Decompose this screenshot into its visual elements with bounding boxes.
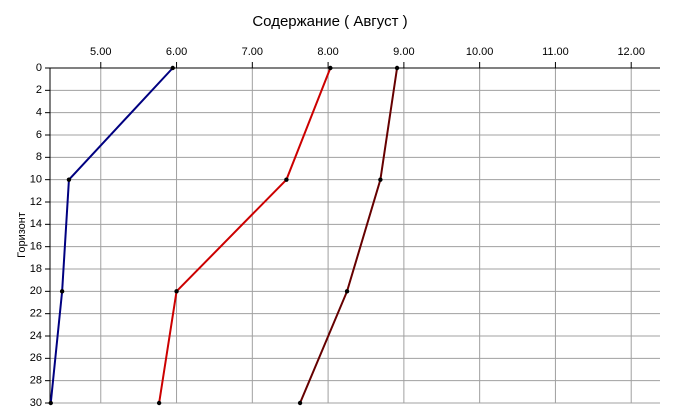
point xyxy=(394,65,400,71)
y-tick-label: 12 xyxy=(30,196,42,208)
y-tick-label: 6 xyxy=(36,129,42,141)
point xyxy=(378,177,383,182)
y-tick-label: 26 xyxy=(30,352,42,364)
y-tick-label: 24 xyxy=(30,330,42,342)
point xyxy=(174,289,179,294)
x-tick-label: 10.00 xyxy=(466,46,494,58)
series-line xyxy=(299,67,399,404)
x-tick-label: 5.00 xyxy=(90,46,111,58)
y-tick-label: 20 xyxy=(30,285,42,297)
x-tick-label: 12.00 xyxy=(617,46,645,58)
point xyxy=(344,289,350,294)
y-tick-label: 28 xyxy=(30,375,42,387)
point xyxy=(66,177,72,182)
plot-area xyxy=(50,68,660,403)
y-tick-label: 14 xyxy=(30,218,42,230)
x-tick-label: 7.00 xyxy=(242,46,263,58)
y-tick-label: 0 xyxy=(36,62,42,74)
y-tick-label: 16 xyxy=(30,241,42,253)
x-tick-label: 9.00 xyxy=(393,46,414,58)
series-line xyxy=(158,67,332,404)
y-tick-label: 10 xyxy=(30,174,42,186)
point xyxy=(170,65,175,71)
point xyxy=(59,289,65,294)
x-tick-label: 8.00 xyxy=(317,46,338,58)
series-line xyxy=(49,67,174,404)
y-axis-label: Горизонт xyxy=(16,212,28,258)
x-tick-label: 11.00 xyxy=(542,46,569,58)
x-tick-label: 6.00 xyxy=(166,46,187,58)
chart-title: Содержание ( Август ) xyxy=(252,13,407,30)
y-tick-label: 22 xyxy=(30,308,42,320)
y-tick-label: 4 xyxy=(36,107,42,119)
y-tick-label: 2 xyxy=(36,84,42,96)
point xyxy=(297,400,303,406)
y-tick-label: 30 xyxy=(30,397,42,409)
point xyxy=(48,400,53,406)
point xyxy=(284,177,289,182)
y-tick-label: 8 xyxy=(36,151,42,163)
y-tick-label: 18 xyxy=(30,263,42,275)
point xyxy=(328,65,333,71)
point xyxy=(156,400,162,406)
